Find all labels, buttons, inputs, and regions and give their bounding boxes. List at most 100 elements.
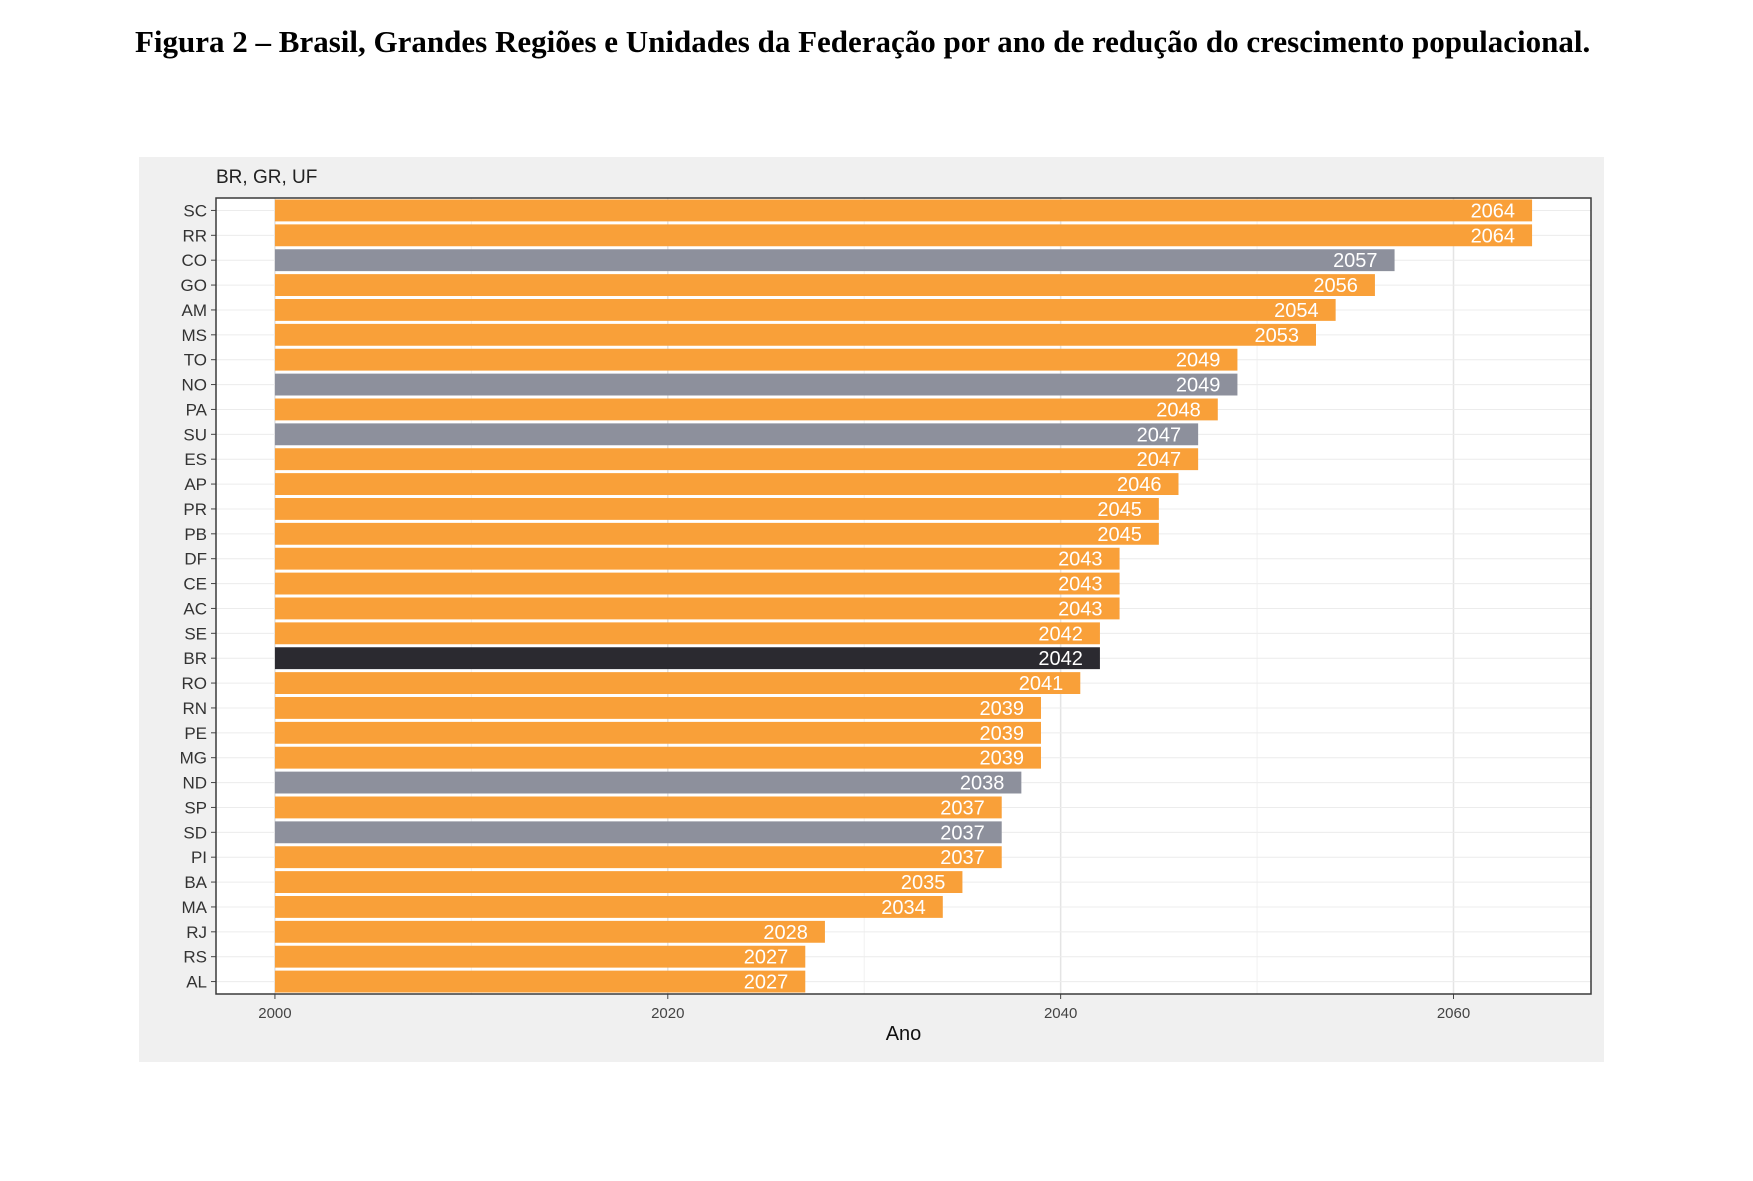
y-tick-label-sd: SD	[183, 823, 207, 842]
bar-ms	[274, 323, 1316, 346]
y-axis-title: BR, GR, UF	[216, 167, 317, 188]
y-tick-label-nd: ND	[182, 774, 207, 793]
figure-caption: Figura 2 – Brasil, Grandes Regiões e Uni…	[135, 24, 1591, 59]
value-label-ma: 2034	[881, 897, 926, 919]
value-label-su: 2047	[1137, 424, 1182, 446]
x-tick-label-2040: 2040	[1044, 1005, 1077, 1022]
y-tick-label-ap: AP	[184, 475, 207, 494]
y-tick-label-ce: CE	[183, 575, 207, 594]
y-tick-label-es: ES	[184, 450, 207, 469]
chart-panel: 2064 2064 2057 2056 2054 2053 2049 2049 2048 2047…	[139, 157, 1604, 1062]
y-tick-label-rs: RS	[183, 948, 207, 967]
bar-ap	[274, 473, 1179, 495]
bar-se	[274, 622, 1100, 645]
bar-su	[274, 423, 1199, 446]
x-tick-label-2000: 2000	[258, 1005, 291, 1022]
y-tick-label-rr: RR	[182, 226, 207, 245]
y-tick-label-go: GO	[181, 276, 207, 295]
value-label-rn: 2039	[980, 698, 1025, 720]
bar-chart: 2064206420572056205420532049204920482047…	[180, 167, 1592, 1045]
bar-sd	[274, 821, 1002, 844]
bar-rn	[274, 697, 1041, 719]
x-tick-label-2020: 2020	[651, 1005, 684, 1022]
value-label-sp: 2037	[940, 797, 985, 819]
y-tick-label-rn: RN	[182, 699, 207, 718]
bar-ac	[274, 597, 1120, 620]
value-label-ms: 2053	[1255, 325, 1300, 347]
y-tick-label-al: AL	[186, 973, 207, 992]
y-tick-label-pr: PR	[183, 500, 207, 519]
y-tick-label-no: NO	[182, 376, 208, 395]
y-tick-label-sc: SC	[183, 201, 207, 220]
bar-ba	[274, 871, 963, 893]
value-label-rr: 2064	[1471, 225, 1516, 247]
y-tick-label-rj: RJ	[186, 923, 207, 942]
bar-to	[274, 348, 1238, 371]
bar-al	[274, 970, 806, 993]
value-label-br: 2042	[1038, 648, 1083, 670]
y-axis-ticks: SC RR CO GO AM MS TO NO PA SU ES AP PR PB DF CE AC SE BR RO…	[180, 201, 216, 992]
bar-mg	[274, 746, 1041, 769]
value-label-ro: 2041	[1019, 673, 1063, 695]
bar-pe	[274, 721, 1041, 744]
value-label-df: 2043	[1058, 549, 1103, 571]
value-label-sd: 2037	[940, 822, 985, 844]
y-tick-label-pb: PB	[184, 525, 207, 544]
bar-ro	[274, 672, 1081, 694]
bar-es	[274, 448, 1199, 471]
value-label-ba: 2035	[901, 872, 946, 894]
bar-df	[274, 547, 1120, 570]
value-label-es: 2047	[1137, 449, 1182, 471]
bar-ma	[274, 896, 943, 918]
y-tick-label-pe: PE	[184, 724, 207, 743]
x-tick-label-2060: 2060	[1437, 1005, 1470, 1022]
value-label-pr: 2045	[1097, 499, 1142, 521]
bar-sc	[274, 199, 1533, 222]
y-tick-label-su: SU	[183, 425, 207, 444]
bar-sp	[274, 796, 1002, 819]
value-label-no: 2049	[1176, 375, 1221, 397]
y-tick-label-sp: SP	[184, 798, 207, 817]
bar-go	[274, 274, 1375, 296]
bar-pi	[274, 846, 1002, 869]
value-label-rs: 2027	[744, 947, 789, 969]
value-label-ce: 2043	[1058, 574, 1103, 596]
value-label-rj: 2028	[763, 922, 808, 944]
bar-nd	[274, 771, 1022, 794]
y-tick-label-pa: PA	[186, 400, 208, 419]
y-tick-label-to: TO	[184, 351, 207, 370]
value-label-mg: 2039	[980, 748, 1025, 770]
y-tick-label-ms: MS	[182, 326, 208, 345]
y-tick-label-mg: MG	[180, 749, 207, 768]
plot-border	[215, 197, 1592, 995]
bars	[274, 199, 1533, 993]
y-tick-label-ma: MA	[182, 898, 208, 917]
y-tick-label-ba: BA	[184, 873, 207, 892]
y-tick-label-pi: PI	[191, 848, 207, 867]
bar-ce	[274, 572, 1120, 595]
value-label-co: 2057	[1333, 250, 1378, 272]
value-label-sc: 2064	[1471, 200, 1516, 222]
value-label-ap: 2046	[1117, 474, 1162, 496]
bar-rs	[274, 945, 806, 968]
value-label-ac: 2043	[1058, 598, 1103, 620]
value-label-to: 2049	[1176, 350, 1221, 372]
y-tick-label-co: CO	[182, 251, 208, 270]
x-axis-ticks: 2000 2020 2040 2060	[258, 994, 1470, 1022]
value-label-pa: 2048	[1156, 399, 1201, 421]
y-tick-label-br: BR	[183, 649, 207, 668]
value-label-pe: 2039	[980, 723, 1025, 745]
y-tick-label-am: AM	[182, 301, 208, 320]
y-tick-label-ro: RO	[182, 674, 208, 693]
value-label-nd: 2038	[960, 773, 1005, 795]
bar-am	[274, 299, 1336, 321]
value-label-se: 2042	[1038, 623, 1083, 645]
value-label-al: 2027	[744, 972, 789, 994]
bar-pb	[274, 522, 1159, 545]
value-labels: 2064206420572056205420532049204920482047…	[744, 200, 1515, 993]
bar-co	[274, 249, 1395, 272]
bar-pa	[274, 398, 1218, 421]
bar-rj	[274, 920, 825, 943]
value-label-pi: 2037	[940, 847, 985, 869]
bar-rr	[274, 224, 1533, 247]
